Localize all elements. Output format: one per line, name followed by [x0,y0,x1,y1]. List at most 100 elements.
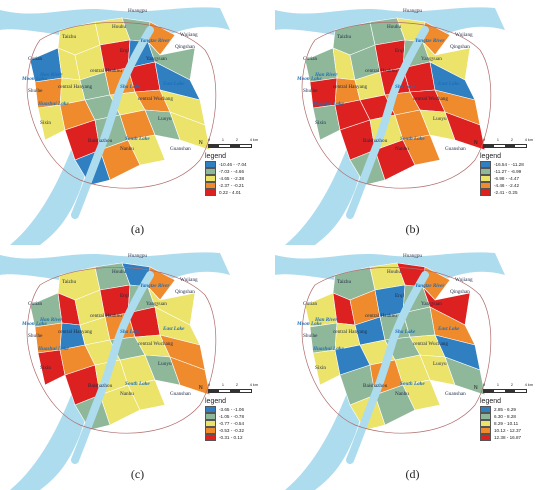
legend-swatch [205,406,216,413]
scale-tick-label: 0 [208,138,211,142]
place-label: Luoyu [433,361,447,367]
place-label: Wujiang [455,32,473,38]
legend-entry: -3.65 - -1.06 [205,406,244,413]
legend-entry: -2.37 - -0.21 [205,182,247,189]
place-label: Guanshan [445,391,466,397]
legend-label: -3.65 - -1.06 [219,407,245,412]
scale-ticks: 0 1 2 4 km [208,138,258,142]
legend-entry: 2.85 - 6.29 [480,406,521,413]
place-label: Taizhu [62,34,76,40]
legend-label: -2.41 - 0.25 [494,190,518,195]
choropleth-map: Huangpu Houhu Taizhu Erqi Qingshan Wujiang Gut… [275,252,505,490]
yangtze-river-shape [275,252,505,490]
place-label: Baishazhou [88,138,113,144]
scale-tick-label: 0 [483,383,486,387]
place-label: Luoyu [433,116,447,122]
choropleth-map: Huangpu Houhu Taizhu Erqi Qingshan Wujiang Gut… [0,7,230,245]
water-label: Yangtze River [140,38,170,44]
place-label: Houhu [387,24,402,30]
place-label: central Hankou [365,68,397,74]
legend-entry: -2.41 - 0.25 [480,189,524,196]
legend-label: 8.29 - 10.11 [494,421,519,426]
yangtze-river-shape [275,7,505,245]
scale-bar-group: N 0 1 2 4 km [471,383,533,397]
place-label: Erqi [395,48,404,54]
panel-caption: (d) [405,467,420,481]
legend-swatch [205,175,216,182]
district-zone [127,379,166,411]
place-label: Gutian [303,56,318,62]
scale-tick-label: 4 km [524,138,533,142]
place-label: Taizhu [337,34,351,40]
legend-swatch [205,182,216,189]
district-zone [147,286,196,326]
water-label: Yangtze River [415,283,445,289]
legend-swatch [480,406,491,413]
place-label: Guanshan [170,391,191,397]
place-label: Nanhu [395,146,409,152]
legend-label: -2.37 - -0.21 [219,183,245,188]
scale-bar-group: N 0 1 2 4 km [471,138,533,152]
north-arrow-icon: N [474,140,478,146]
legend-swatch [480,182,491,189]
legend-swatch [480,427,491,434]
legend-swatch [480,434,491,441]
place-label: Baishazhou [363,383,388,389]
place-label: Qingshan [450,289,470,295]
choropleth-map: Huangpu Houhu Taizhu Erqi Qingshan Wujiang Gut… [0,252,230,490]
place-label: Taizhu [62,279,76,285]
place-label: Huangpu [403,253,422,259]
scale-tick-label: 4 km [249,138,258,142]
place-label: Nanhu [395,391,409,397]
scale-bar [208,389,252,393]
district-zone [402,379,441,411]
legend-entry: 6.30 - 8.28 [480,413,521,420]
place-label: Guanshan [445,146,466,152]
legend-entry: -0.53 - -0.32 [205,427,244,434]
choropleth-map: Huangpu Houhu Taizhu Erqi Qingshan Wujiang Gut… [275,7,505,245]
legend-swatch [480,175,491,182]
water-label: South Lake [125,136,150,142]
legend: legend 2.85 - 6.29 6.30 - 8.28 8.29 - 10.11… [480,398,521,441]
place-label: Shuihe [303,333,318,339]
place-label: central Hankou [365,313,397,319]
place-label: central Hanyang [333,329,368,335]
place-label: Qingshan [175,289,195,295]
water-label: South Lake [400,381,425,387]
place-label: Houhu [387,269,402,275]
legend-label: -7.03 - -4.66 [219,169,245,174]
legend-entry: -4.46 - -2.42 [480,182,524,189]
legend-entry: 12.38 - 16.87 [480,434,521,441]
legend-swatch [480,420,491,427]
water-label: Moon Lake [21,321,47,327]
north-arrow-icon: N [474,385,478,391]
place-label: Erqi [395,293,404,299]
scale-tick-label: 2 [235,383,238,387]
place-label: Qingshan [175,44,195,50]
legend-entry: -4.65 - -2.38 [205,175,247,182]
legend-entry: 10.12 - 12.37 [480,427,521,434]
legend-entry: -0.31 - 0.12 [205,434,244,441]
place-label: central Hankou [90,68,122,74]
place-label: Baishazhou [88,383,113,389]
legend-label: -6.98 - -4.47 [494,176,520,181]
water-label: Sha Lake [395,84,416,90]
scale-tick-label: 1 [221,138,225,142]
place-label: Luoyu [158,116,172,122]
place-label: Huangpu [128,8,147,14]
legend-swatch [205,168,216,175]
legend-swatch [205,189,216,196]
legend-label: -10.46 - -7.04 [219,162,247,167]
legend-title: legend [205,153,227,160]
legend-swatch [480,189,491,196]
place-label: central Hanyang [58,84,93,90]
legend: legend -3.65 - -1.06 -1.05 - -0.78 -0.77 - … [205,398,244,441]
scale-bar [483,144,527,148]
river-channel [71,26,154,219]
place-label: central Hanyang [333,84,368,90]
legend-label: 2.85 - 6.29 [494,407,516,412]
legend-label: -4.65 - -2.38 [219,176,245,181]
legend-label: 6.30 - 8.28 [494,414,516,419]
water-label: Han River [314,317,338,323]
scale-tick-label: 1 [496,138,500,142]
